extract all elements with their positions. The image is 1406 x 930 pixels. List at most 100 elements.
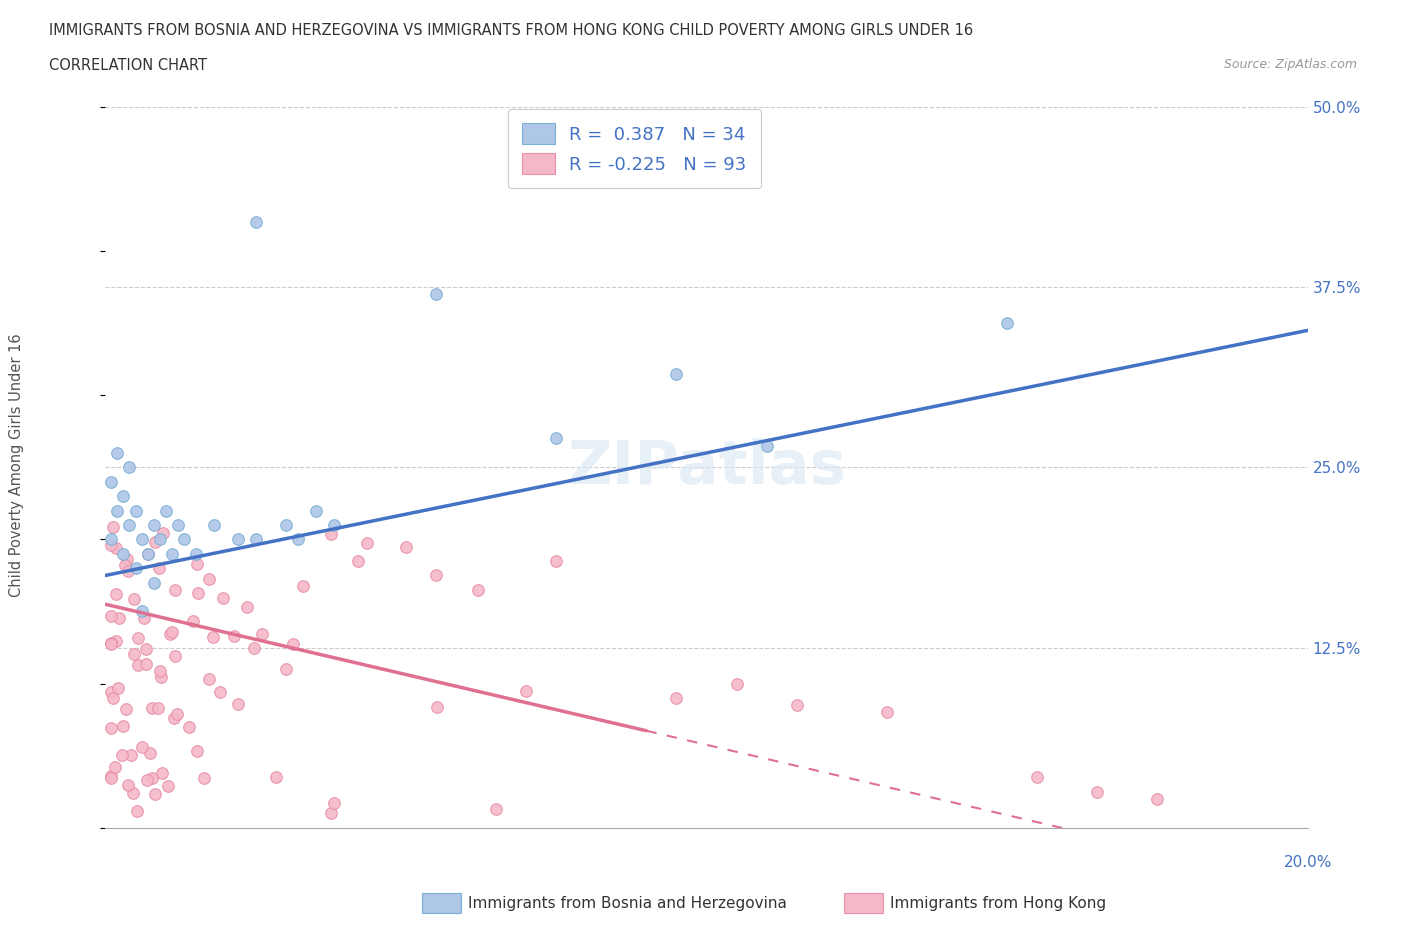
Point (515, 684, 537, 698)
Point (114, 558, 136, 573)
Point (105, 540, 128, 555)
Point (115, 552, 138, 567)
Point (201, 630, 224, 644)
Point (193, 771, 215, 786)
Legend: R =  0.387   N = 34, R = -0.225   N = 93: R = 0.387 N = 34, R = -0.225 N = 93 (508, 109, 761, 189)
Point (136, 547, 159, 562)
Text: Child Poverty Among Girls Under 16: Child Poverty Among Girls Under 16 (10, 333, 24, 597)
Point (166, 518, 188, 533)
Point (114, 701, 136, 716)
Point (186, 744, 208, 759)
Point (122, 785, 145, 800)
Point (131, 604, 153, 619)
Point (876, 705, 898, 720)
Point (148, 532, 170, 547)
Point (665, 691, 688, 706)
Point (127, 804, 149, 818)
Point (224, 629, 246, 644)
Point (347, 553, 370, 568)
Point (100, 721, 122, 736)
Point (725, 676, 748, 691)
Point (100, 684, 122, 699)
Point (319, 526, 342, 541)
Point (118, 460, 141, 475)
Point (100, 474, 122, 489)
Point (322, 518, 344, 533)
Point (118, 518, 141, 533)
Point (356, 536, 378, 551)
Point (124, 591, 146, 606)
Point (141, 770, 163, 785)
Point (305, 503, 328, 518)
Point (226, 532, 249, 547)
Point (245, 215, 267, 230)
Point (208, 684, 231, 699)
Point (120, 748, 142, 763)
Point (395, 539, 418, 554)
Point (100, 768, 122, 783)
Point (159, 627, 181, 642)
Point (107, 445, 129, 460)
Point (283, 637, 305, 652)
Point (124, 561, 146, 576)
Point (104, 633, 127, 648)
Point (145, 787, 167, 802)
Text: 20.0%: 20.0% (1284, 856, 1331, 870)
Point (149, 664, 172, 679)
Text: IMMIGRANTS FROM BOSNIA AND HERZEGOVINA VS IMMIGRANTS FROM HONG KONG CHILD POVERT: IMMIGRANTS FROM BOSNIA AND HERZEGOVINA V… (49, 23, 973, 38)
Text: Immigrants from Hong Kong: Immigrants from Hong Kong (890, 896, 1107, 910)
Point (156, 778, 179, 793)
Point (183, 614, 205, 629)
Point (150, 765, 173, 780)
Point (163, 582, 186, 597)
Point (111, 748, 134, 763)
Point (198, 572, 221, 587)
Point (243, 641, 266, 656)
Point (148, 700, 170, 715)
Point (160, 547, 183, 562)
Point (117, 777, 139, 792)
Point (107, 503, 129, 518)
Point (186, 557, 208, 572)
Point (228, 697, 250, 711)
Point (177, 720, 200, 735)
Point (122, 647, 145, 662)
Point (250, 626, 273, 641)
Point (198, 671, 221, 686)
Point (112, 547, 135, 562)
Point (149, 670, 172, 684)
Point (165, 648, 187, 663)
Point (211, 591, 233, 605)
Point (108, 610, 131, 625)
Point (264, 769, 287, 784)
Point (117, 564, 139, 578)
Point (187, 586, 209, 601)
Point (1026, 770, 1049, 785)
Point (112, 489, 135, 504)
Point (155, 503, 177, 518)
Point (665, 366, 688, 381)
Point (100, 637, 122, 652)
Point (287, 532, 309, 547)
Point (135, 642, 157, 657)
Point (127, 631, 149, 645)
Point (127, 658, 149, 672)
Point (131, 532, 153, 547)
Point (485, 802, 508, 817)
Point (467, 582, 489, 597)
Point (426, 699, 449, 714)
Point (546, 553, 568, 568)
Point (135, 657, 157, 671)
Text: Immigrants from Bosnia and Herzegovina: Immigrants from Bosnia and Herzegovina (468, 896, 787, 910)
Point (152, 526, 174, 541)
Point (142, 518, 165, 533)
Point (245, 532, 267, 547)
Point (107, 681, 129, 696)
Point (291, 578, 314, 593)
Point (755, 438, 778, 453)
Point (1146, 791, 1168, 806)
Point (166, 707, 188, 722)
Point (131, 740, 153, 755)
Point (786, 698, 808, 712)
Point (148, 561, 170, 576)
